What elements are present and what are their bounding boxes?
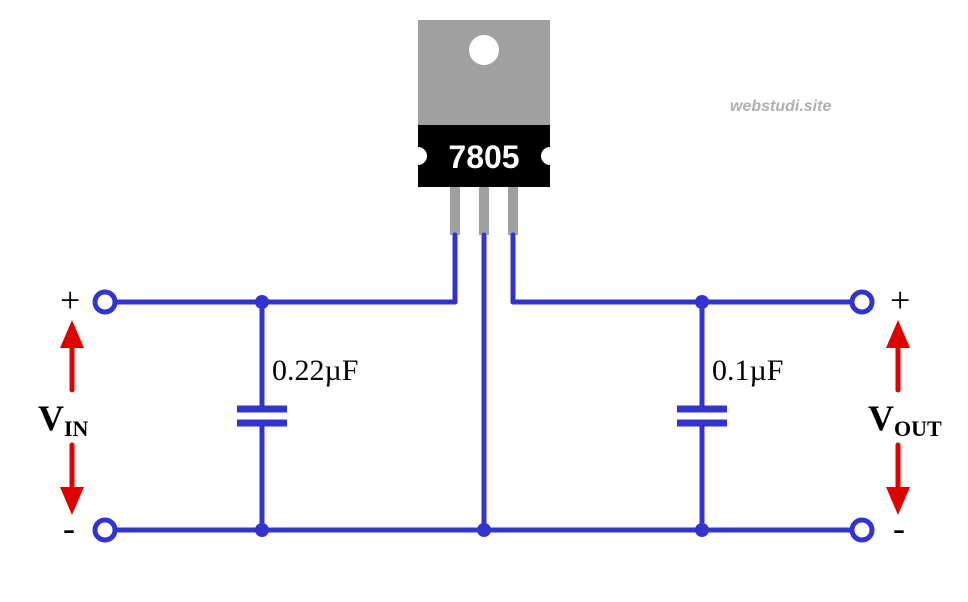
sign-vin-minus: - xyxy=(63,508,75,548)
regulator-pin-1 xyxy=(450,187,460,235)
label-vin: VIN xyxy=(38,398,89,441)
regulator-label: 7805 xyxy=(448,139,519,175)
terminal-vout-plus xyxy=(852,292,872,312)
sign-vout-minus: - xyxy=(893,508,905,548)
sign-vin-plus: + xyxy=(60,280,80,320)
terminal-vout-minus xyxy=(852,520,872,540)
regulator-pin-2 xyxy=(479,187,489,235)
watermark: webstudi.site xyxy=(730,98,831,116)
cap-c1-label: 0.22µF xyxy=(272,354,358,387)
cap-c2-label: 0.1µF xyxy=(712,354,783,387)
regulator-7805: 7805 xyxy=(409,20,559,235)
label-vout: VOUT xyxy=(868,398,942,441)
terminal-vin-minus xyxy=(95,520,115,540)
regulator-pin-3 xyxy=(508,187,518,235)
sign-vout-plus: + xyxy=(890,280,910,320)
regulator-mounting-hole xyxy=(469,35,499,65)
terminal-vin-plus xyxy=(95,292,115,312)
circuit-diagram: 7805 0.22µF 0.1µF xyxy=(0,0,968,602)
